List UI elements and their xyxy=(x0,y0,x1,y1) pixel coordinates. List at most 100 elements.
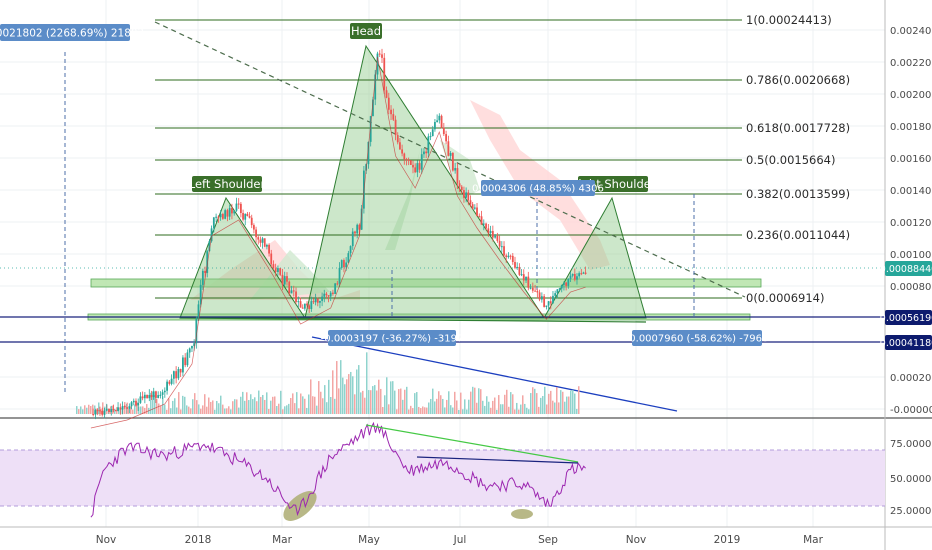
volume-bar-207 xyxy=(490,407,492,414)
candle-body xyxy=(323,293,326,297)
candle-body xyxy=(456,168,459,184)
candle-body xyxy=(259,239,262,243)
candle-body xyxy=(420,154,423,170)
candle-body xyxy=(193,343,196,346)
support-2-badge: 0.00041180 xyxy=(880,338,932,349)
volume-bar-55 xyxy=(186,405,188,414)
volume-bar-4 xyxy=(84,405,86,414)
candle-body xyxy=(500,246,503,248)
candle-body xyxy=(325,293,328,296)
last-price-badge-bg xyxy=(885,261,932,276)
volume-bar-64 xyxy=(204,394,206,414)
candle-body xyxy=(191,345,193,349)
volume-bar-122 xyxy=(320,391,322,414)
candle-body xyxy=(534,290,536,292)
y-tick-label: 0.0010000 xyxy=(890,250,932,261)
candle-body xyxy=(99,410,101,412)
volume-bar-58 xyxy=(192,399,194,414)
volume-bar-24 xyxy=(124,405,126,414)
volume-bar-108 xyxy=(292,393,294,414)
drop-left-measurement: -0.0003197 (-36.27%) -3197 xyxy=(321,334,464,345)
volume-bar-91 xyxy=(258,390,260,414)
candle-body xyxy=(184,357,187,366)
candle-body xyxy=(351,231,354,247)
volume-bar-147 xyxy=(370,390,372,414)
volume-bar-46 xyxy=(168,398,170,414)
volume-bar-102 xyxy=(280,390,282,414)
candle-body xyxy=(137,402,140,406)
volume-bar-9 xyxy=(94,405,96,414)
volume-bar-189 xyxy=(454,391,456,414)
volume-bar-180 xyxy=(436,398,438,414)
volume-bar-39 xyxy=(154,395,156,414)
volume-bar-114 xyxy=(304,398,306,414)
fibonacci-retracement: 1(0.00024413) 0.786(0.0020668) 0.618(0.001… xyxy=(155,13,850,305)
candle-body xyxy=(403,153,406,160)
candle-body xyxy=(108,408,110,413)
volume-bar-27 xyxy=(130,406,132,414)
candle-body xyxy=(399,142,401,150)
candle-body xyxy=(321,296,324,301)
volume-bar-33 xyxy=(142,406,144,414)
volume-bar-118 xyxy=(312,396,314,414)
volume-bar-162 xyxy=(400,388,402,414)
y-tick-label: 0.0020000 xyxy=(890,90,932,101)
volume-bar-85 xyxy=(246,392,248,414)
fib-label-2: 0.618(0.0017728) xyxy=(746,121,850,135)
candle-body xyxy=(195,318,198,344)
candle-body xyxy=(172,371,175,379)
candle-body xyxy=(244,213,247,220)
candle-body xyxy=(242,213,244,220)
volume-bar-52 xyxy=(180,409,182,414)
x-tick-label: Mar xyxy=(803,534,823,546)
candle-body xyxy=(235,203,238,211)
candle-body xyxy=(233,210,236,214)
candle-body xyxy=(576,276,578,280)
candle-body xyxy=(166,381,168,391)
candle-body xyxy=(571,273,574,276)
volume-bar-247 xyxy=(570,390,572,414)
candle-body xyxy=(306,303,308,306)
candle-body xyxy=(563,282,565,285)
drop-right-measurement-bg xyxy=(632,330,762,346)
volume-bar-48 xyxy=(172,400,174,414)
volume-bar-96 xyxy=(268,408,270,414)
y-tick-label: 0.0008000 xyxy=(890,282,932,293)
candle-body xyxy=(429,136,432,138)
candle-body xyxy=(175,371,178,379)
volume-bar-65 xyxy=(206,406,208,414)
x-tick-label: Mar xyxy=(272,534,292,546)
candle-body xyxy=(549,301,552,304)
volume-bar-177 xyxy=(430,398,432,414)
candle-body xyxy=(394,119,397,136)
volume-bar-145 xyxy=(366,352,368,414)
volume-bar-140 xyxy=(356,369,358,414)
candle-body xyxy=(110,409,113,413)
candle-body xyxy=(274,268,277,273)
volume-bar-66 xyxy=(208,397,210,414)
candle-body xyxy=(161,392,164,395)
candle-body xyxy=(101,410,104,415)
candle-body xyxy=(372,99,374,117)
candle-body xyxy=(132,400,135,403)
volume-bar-7 xyxy=(90,406,92,414)
volume-bar-216 xyxy=(508,406,510,414)
candle-body xyxy=(423,151,425,155)
volume-bar-130 xyxy=(336,361,338,414)
candle-body xyxy=(531,287,534,291)
candle-body xyxy=(436,120,439,123)
volume-bar-74 xyxy=(224,408,226,414)
candle-body xyxy=(442,127,445,135)
volume-bar-208 xyxy=(492,400,494,414)
y-tick-label: 0.0016000 xyxy=(890,154,932,165)
candle-body xyxy=(105,408,108,411)
candle-body xyxy=(128,406,131,409)
volume-bar-59 xyxy=(194,393,196,414)
volume-bar-143 xyxy=(362,390,364,414)
volume-bar-174 xyxy=(424,407,426,414)
candle-body xyxy=(146,394,148,399)
rsi-panel xyxy=(0,421,885,521)
candle-body xyxy=(114,410,117,412)
volume-bar-95 xyxy=(266,392,268,414)
